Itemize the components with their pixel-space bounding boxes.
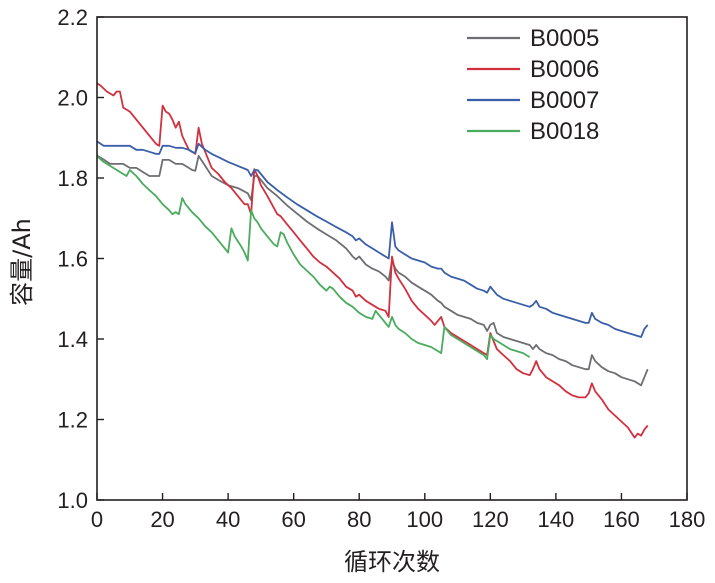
series-lines [96,82,649,439]
legend-label-b0005: B0005 [530,25,599,52]
x-tick-label: 100 [406,507,443,532]
x-tick-label: 60 [281,507,305,532]
x-tick-label: 160 [603,507,640,532]
series-line-b0007 [96,140,649,338]
y-tick-label: 1.6 [57,247,88,272]
y-tick-label: 1.4 [57,327,88,352]
x-tick-label: 140 [538,507,575,532]
x-axis-title: 循环次数 [344,548,440,576]
legend-label-b0007: B0007 [530,87,599,114]
x-tick-label: 120 [472,507,509,532]
x-tick-label: 180 [669,507,706,532]
y-tick-label: 2.2 [57,5,88,30]
y-tick-label: 1.2 [57,408,88,433]
y-tick-label: 1.8 [57,166,88,191]
y-axis-title: 容量/Ah [8,218,36,306]
legend-label-b0006: B0006 [530,56,599,83]
y-tick-label: 2.0 [57,86,88,111]
y-tick-label: 1.0 [57,488,88,513]
x-tick-label: 0 [91,507,103,532]
series-line-b0006 [96,82,649,439]
legend: B0005 B0006 B0007 B0018 [467,25,599,145]
series-line-b0005 [96,154,649,387]
series-line-b0018 [96,155,531,360]
x-tick-label: 80 [347,507,371,532]
x-axis: 0 20 40 60 80 100 120 140 160 180 [91,493,705,532]
legend-label-b0018: B0018 [530,118,599,145]
y-axis: 1.0 1.2 1.4 1.6 1.8 2.0 2.2 [57,5,104,513]
x-tick-label: 20 [150,507,174,532]
x-tick-label: 40 [216,507,240,532]
